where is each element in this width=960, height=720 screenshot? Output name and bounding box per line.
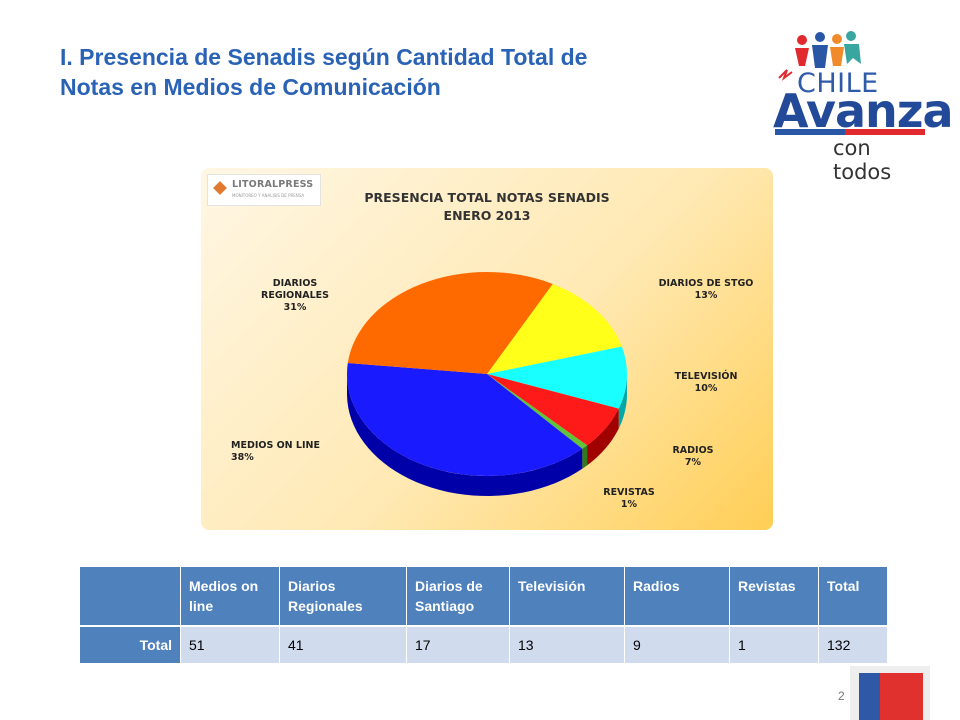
logo-chile-text: CHILE <box>797 68 879 99</box>
table-header-revistas: Revistas <box>729 567 819 626</box>
table-header-radios: Radios <box>624 567 730 626</box>
pie-chart <box>347 272 627 496</box>
flag-blue-stripe <box>859 673 880 720</box>
page-number: 2 <box>838 689 845 703</box>
pie-side-medios-on-line <box>347 375 583 496</box>
logo-con-todos-text: con todos <box>833 136 892 184</box>
litoralpress-logo: LITORALPRESS MONITOREO Y ANALISIS DE PRE… <box>207 174 321 206</box>
table-header-diarios-santiago: Diarios de Santiago <box>406 567 510 626</box>
title-line-2: Notas en Medios de Comunicación <box>60 74 441 100</box>
table-header-diarios-regionales: Diarios Regionales <box>279 567 407 626</box>
pie-side-radios <box>587 408 619 466</box>
table-header-row: Medios on line Diarios Regionales Diario… <box>80 567 888 626</box>
chart-title-line-2: ENERO 2013 <box>443 208 531 223</box>
pie-slice-diarios-regionales <box>347 272 553 374</box>
children-figures-icon <box>778 31 861 81</box>
pie-slice-television <box>487 346 627 409</box>
table-header-television: Televisión <box>509 567 625 626</box>
table-cell-revistas: 1 <box>729 625 819 663</box>
media-notes-table: Medios on line Diarios Regionales Diario… <box>80 567 888 663</box>
pie-chart-panel: LITORALPRESS MONITOREO Y ANALISIS DE PRE… <box>201 168 773 530</box>
table-header-empty <box>80 567 181 626</box>
chile-avanza-logo: CHILE Avanza con todos <box>765 28 954 184</box>
litoralpress-tagline: MONITOREO Y ANALISIS DE PRENSA <box>232 193 305 198</box>
slice-label-revistas: REVISTAS 1% <box>603 487 655 510</box>
logo-blue-bar <box>775 129 845 135</box>
page-title: I. Presencia de Senadis según Cantidad T… <box>60 42 740 102</box>
table-cell-radios: 9 <box>624 625 730 663</box>
table-cell-total: 132 <box>818 625 888 663</box>
table-cell-diarios-regionales: 41 <box>279 625 407 663</box>
pie-side-revistas <box>582 445 588 469</box>
slice-label-diarios-regionales: DIARIOS REGIONALES 31% <box>261 278 329 313</box>
litoralpress-name: LITORALPRESS <box>232 179 314 190</box>
pie-slice-radios <box>487 374 619 446</box>
table-header-total: Total <box>818 567 888 626</box>
table-cell-television: 13 <box>509 625 625 663</box>
chart-title-line-1: PRESENCIA TOTAL NOTAS SENADIS <box>364 190 610 205</box>
title-line-1: I. Presencia de Senadis según Cantidad T… <box>60 44 588 70</box>
pie-slice-revistas <box>487 374 588 449</box>
table-header-medios-online: Medios on line <box>180 567 280 626</box>
slice-label-radios: RADIOS 7% <box>672 445 714 468</box>
pie-side-television <box>618 374 627 429</box>
table-cell-medios-online: 51 <box>180 625 280 663</box>
table-cell-diarios-santiago: 17 <box>406 625 510 663</box>
logo-red-bar <box>845 129 925 135</box>
slice-label-medios-online: MEDIOS ON LINE 38% <box>231 440 320 463</box>
pie-slice-diarios-de-stgo <box>487 283 622 374</box>
slice-label-diarios-stgo: DIARIOS DE STGO 13% <box>658 278 754 301</box>
slice-label-television: TELEVISIÓN 10% <box>674 371 738 394</box>
flag-red-stripe <box>880 673 923 720</box>
table-row-label: Total <box>80 625 181 663</box>
pie-slice-medios-on-line <box>347 363 583 476</box>
table-row: Total 51 41 17 13 9 1 132 <box>80 625 888 663</box>
